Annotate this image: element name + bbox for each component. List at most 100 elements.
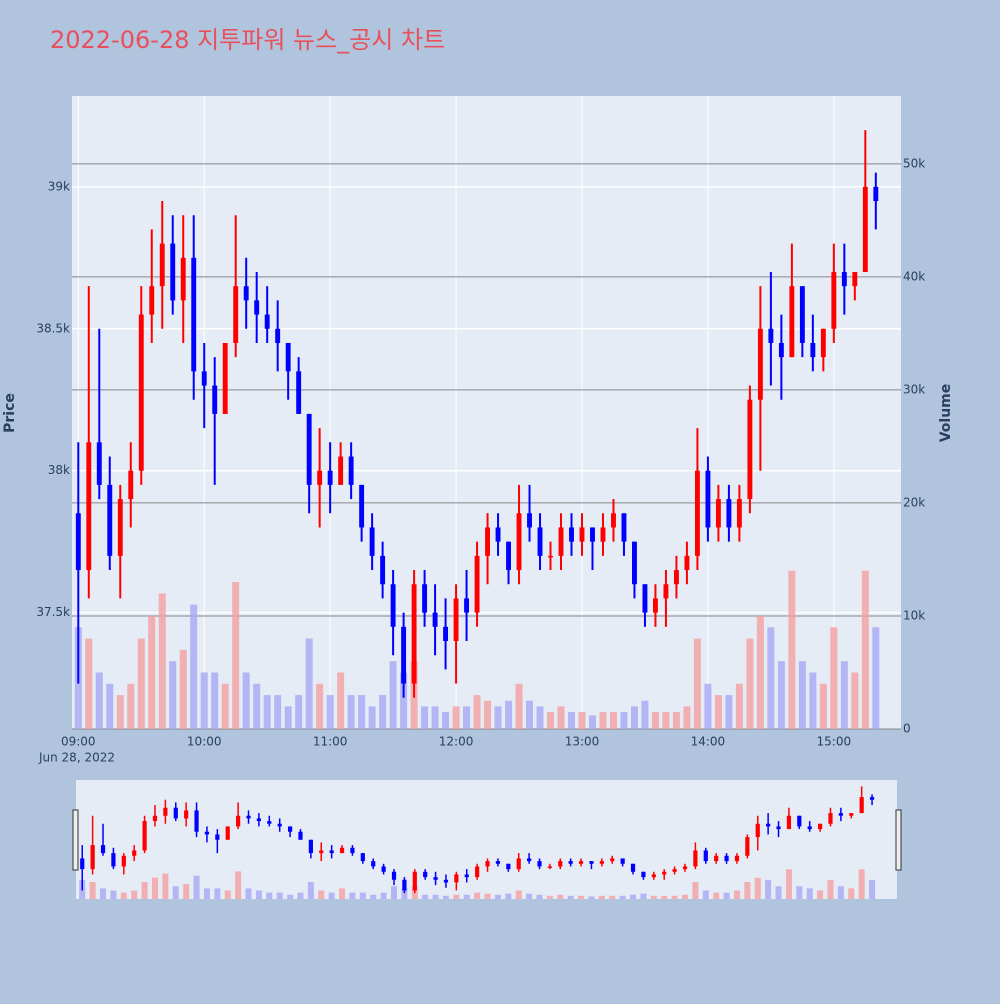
candle-body xyxy=(267,821,272,824)
candle-body xyxy=(350,847,355,854)
volume-bar xyxy=(200,672,208,729)
candle-body xyxy=(589,861,594,864)
volume-bar xyxy=(505,700,513,729)
candle-body xyxy=(317,470,323,485)
volume-bar xyxy=(830,627,838,729)
volume-bar xyxy=(494,706,502,729)
volume-bar xyxy=(817,890,824,899)
candle-body xyxy=(703,850,708,862)
candle-body xyxy=(170,243,176,301)
volume-bar xyxy=(316,683,324,729)
volume-bar xyxy=(672,712,680,729)
volume-bar xyxy=(305,638,313,729)
candle-body xyxy=(831,271,837,329)
candle-body xyxy=(453,598,459,642)
volume-bar xyxy=(756,615,764,729)
candle-body xyxy=(443,879,449,883)
candle-body xyxy=(296,371,302,414)
volume-bar xyxy=(578,712,586,729)
volume-bar xyxy=(704,683,712,729)
y-axis-title: Price xyxy=(2,393,18,433)
candle-body xyxy=(319,850,324,854)
candle-body xyxy=(464,874,469,878)
volume-bar xyxy=(837,886,844,899)
candle-body xyxy=(684,555,690,571)
volume-bar xyxy=(431,706,439,729)
candle-body xyxy=(828,813,833,824)
volume-bar xyxy=(224,890,231,899)
candle-body xyxy=(869,797,875,800)
candle-body xyxy=(778,342,784,358)
volume-bar xyxy=(725,695,733,729)
y2-tick-label: 50k xyxy=(903,156,925,170)
volume-bar xyxy=(100,888,107,899)
candle-body xyxy=(233,286,239,343)
candle-body xyxy=(275,328,281,343)
candle-body xyxy=(527,513,532,528)
chart-title: 2022-06-28 지투파워 뉴스_공시 차트 xyxy=(50,26,445,54)
volume-bar xyxy=(692,882,699,899)
candle-body xyxy=(841,271,847,287)
range-handle[interactable] xyxy=(895,809,902,871)
volume-bar xyxy=(232,582,240,729)
volume-bar xyxy=(452,706,460,729)
candle-body xyxy=(838,813,843,816)
candle-body xyxy=(236,815,241,827)
candle-body xyxy=(558,527,564,556)
candle-body xyxy=(80,858,85,870)
volume-bar xyxy=(840,661,848,729)
x-date-label: Jun 28, 2022 xyxy=(38,751,115,765)
candle-body xyxy=(651,874,656,878)
candle-body xyxy=(672,869,677,872)
candle-body xyxy=(359,484,365,528)
volume-bar xyxy=(391,886,398,899)
x-tick-label: 09:00 xyxy=(61,735,96,749)
volume-bar xyxy=(619,895,626,899)
candle-body xyxy=(620,858,625,864)
volume-bar xyxy=(484,893,491,899)
volume-bar xyxy=(609,712,617,729)
volume-bar xyxy=(681,894,688,899)
volume-bar xyxy=(442,712,450,729)
volume-bar xyxy=(819,683,827,729)
range-handle[interactable] xyxy=(72,809,79,871)
candle-body xyxy=(111,853,116,867)
volume-bar xyxy=(765,879,772,899)
volume-bar xyxy=(827,879,834,899)
volume-bar xyxy=(245,888,252,899)
volume-bar xyxy=(235,871,242,899)
volume-bar xyxy=(349,892,356,899)
volume-bar xyxy=(683,706,691,729)
volume-bar xyxy=(599,712,607,729)
volume-bar xyxy=(754,877,761,899)
candle-body xyxy=(90,845,95,870)
volume-bar xyxy=(137,638,145,729)
candle-body xyxy=(222,342,228,414)
volume-bar xyxy=(339,888,346,899)
candle-body xyxy=(194,810,199,832)
candle-body xyxy=(786,815,792,830)
volume-bar xyxy=(536,894,543,899)
candle-body xyxy=(100,845,106,854)
volume-bar xyxy=(162,873,169,899)
candle-body xyxy=(726,499,732,528)
candle-body xyxy=(152,815,158,822)
candle-body xyxy=(339,847,345,854)
volume-bar xyxy=(526,893,533,899)
volume-bar xyxy=(359,892,366,899)
volume-bar xyxy=(131,890,138,899)
candle-body xyxy=(327,470,333,485)
candle-body xyxy=(578,861,584,864)
candle-body xyxy=(527,858,532,862)
volume-bar xyxy=(368,706,376,729)
volume-bar xyxy=(473,695,481,729)
candle-body xyxy=(475,866,480,878)
candle-body xyxy=(506,541,511,571)
volume-bar xyxy=(284,706,292,729)
volume-bar xyxy=(179,649,187,729)
candle-body xyxy=(569,527,574,542)
volume-bar xyxy=(358,695,366,729)
candle-body xyxy=(799,286,805,343)
candle-body xyxy=(630,863,636,872)
